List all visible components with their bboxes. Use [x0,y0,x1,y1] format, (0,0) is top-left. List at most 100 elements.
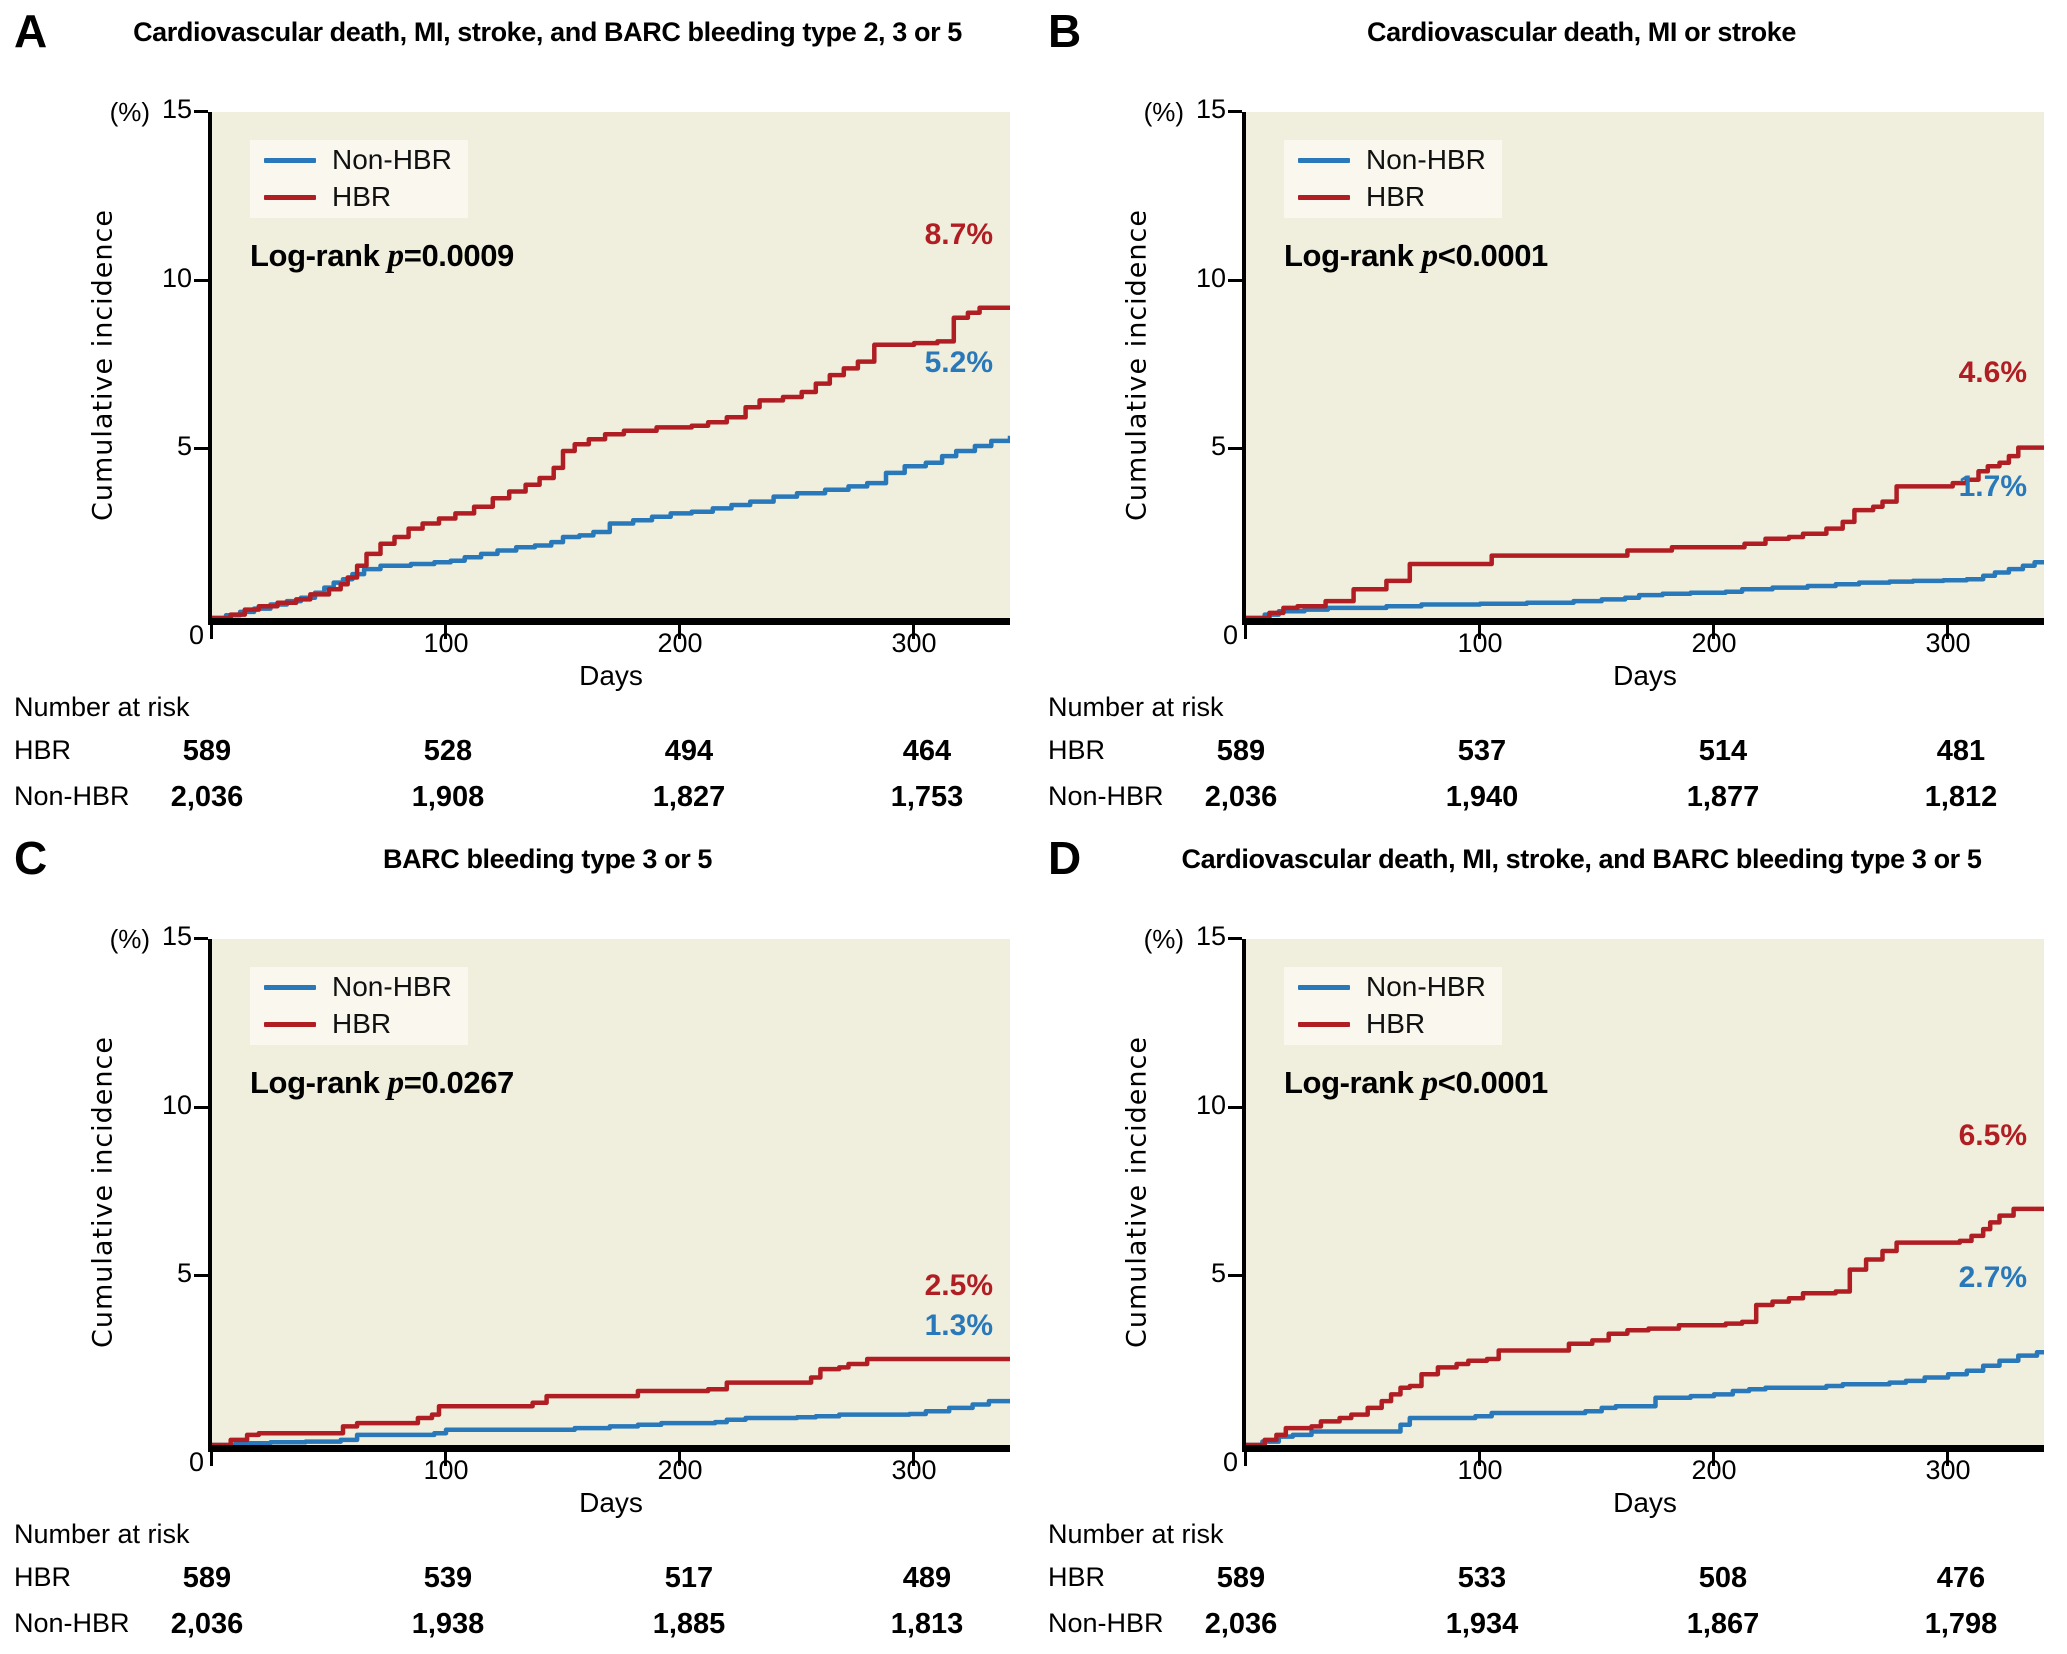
risk-value: 1,885 [652,1608,726,1640]
legend-label: HBR [1366,1008,1426,1039]
risk-value: 464 [902,735,952,767]
y-axis-unit: (%) [1143,97,1184,127]
x-axis-title: Days [579,1487,643,1518]
curve-non-hbr [212,1398,1010,1445]
risk-row-label: HBR [1048,1562,1106,1592]
x-tick-label: 300 [891,1455,937,1485]
risk-row-label: HBR [1048,735,1106,765]
risk-value: 1,940 [1445,781,1519,813]
x-tick-label: 300 [1925,1455,1971,1485]
curve-non-hbr [1246,560,2044,618]
origin-zero-label: 0 [1222,1447,1238,1477]
legend-label: HBR [332,181,392,212]
x-tick [678,1452,681,1466]
x-tick-label: 200 [1691,1455,1737,1485]
nonhbr-line-swatch [1298,158,1350,164]
risk-value: 1,812 [1924,781,1998,813]
risk-value: 1,798 [1924,1608,1998,1640]
y-tick-label: 10 [161,263,192,293]
legend-row-nonhbr: Non-HBR [1298,971,1502,1003]
origin-zero-label: 0 [188,1447,204,1477]
panel-d: D Cardiovascular death, MI, stroke, and … [1034,827,2067,1654]
curve-hbr [212,305,1010,618]
x-tick [678,625,681,639]
hbr-end-percentage: 6.5% [1958,1119,2027,1152]
risk-row-label: Non-HBR [14,781,130,811]
curve-hbr [1246,1206,2044,1445]
panel-b: B Cardiovascular death, MI or stroke Cum… [1034,0,2067,827]
km-curves [1246,445,2044,618]
risk-value: 1,934 [1445,1608,1519,1640]
x-tick [1712,625,1715,639]
risk-value: 1,908 [411,781,485,813]
x-tick-label: 300 [891,628,937,658]
y-axis-unit: (%) [109,97,150,127]
log-rank-text: Log-rank p<0.0001 [1284,1065,1548,1101]
risk-value: 539 [423,1562,473,1594]
risk-value: 517 [664,1562,714,1594]
origin-zero-label: 0 [1222,620,1238,650]
panel-letter: A [14,5,47,57]
y-tick-label: 5 [176,1258,192,1288]
risk-value: 2,036 [170,781,244,813]
risk-value: 589 [1216,735,1266,767]
x-axis-title: Days [1613,1487,1677,1518]
legend: Non-HBR HBR [250,140,468,218]
legend-label: HBR [332,1008,392,1039]
nonhbr-line-swatch [1298,985,1350,991]
y-tick [194,1274,208,1277]
panel-letter: B [1048,5,1081,57]
x-tick-label: 300 [1925,628,1971,658]
legend-label: Non-HBR [332,144,452,176]
nonhbr-line-swatch [264,985,316,991]
risk-value: 1,753 [890,781,964,813]
risk-value: 537 [1457,735,1507,767]
y-tick [194,937,208,940]
legend: Non-HBR HBR [1284,140,1502,218]
km-curves [1246,1206,2044,1445]
legend: Non-HBR HBR [1284,967,1502,1045]
legend-row-hbr: HBR [1298,1008,1502,1040]
log-rank-text: Log-rank p=0.0009 [250,238,514,274]
km-curves [212,305,1010,618]
y-tick [1228,937,1242,940]
x-tick-label: 100 [1457,1455,1503,1485]
nonhbr-line-swatch [264,158,316,164]
y-tick [194,447,208,450]
x-tick-label: 100 [423,1455,469,1485]
number-at-risk-header: Number at risk [1048,692,1224,722]
y-tick [194,1106,208,1109]
origin-zero-label: 0 [188,620,204,650]
risk-value: 508 [1698,1562,1748,1594]
x-tick-label: 200 [657,1455,703,1485]
risk-value: 2,036 [1204,1608,1278,1640]
x-tick [444,625,447,639]
nonhbr-end-percentage: 1.3% [924,1309,993,1342]
x-tick [912,1452,915,1466]
risk-value: 489 [902,1562,952,1594]
log-rank-text: Log-rank p<0.0001 [1284,238,1548,274]
curve-hbr [1246,445,2044,618]
risk-value: 1,938 [411,1608,485,1640]
legend-row-hbr: HBR [264,1008,468,1040]
hbr-end-percentage: 8.7% [924,218,993,251]
y-axis-unit: (%) [109,924,150,954]
risk-row-label: HBR [14,735,72,765]
y-tick [1228,279,1242,282]
x-tick [1946,625,1949,639]
risk-value: 481 [1936,735,1986,767]
hbr-line-swatch [1298,194,1350,200]
x-tick [210,625,213,639]
legend-label: Non-HBR [1366,971,1486,1003]
curve-non-hbr [1246,1349,2044,1445]
y-tick-label: 10 [1195,263,1226,293]
y-tick [1228,447,1242,450]
y-tick-label: 5 [176,431,192,461]
y-tick-label: 15 [161,921,192,951]
hbr-end-percentage: 4.6% [1958,356,2027,389]
legend-row-nonhbr: Non-HBR [264,971,468,1003]
y-axis-title: Cumulative incidence [1121,209,1153,521]
y-tick-label: 10 [161,1090,192,1120]
nonhbr-end-percentage: 5.2% [924,346,993,379]
panel-title: Cardiovascular death, MI or stroke [1366,17,1797,47]
